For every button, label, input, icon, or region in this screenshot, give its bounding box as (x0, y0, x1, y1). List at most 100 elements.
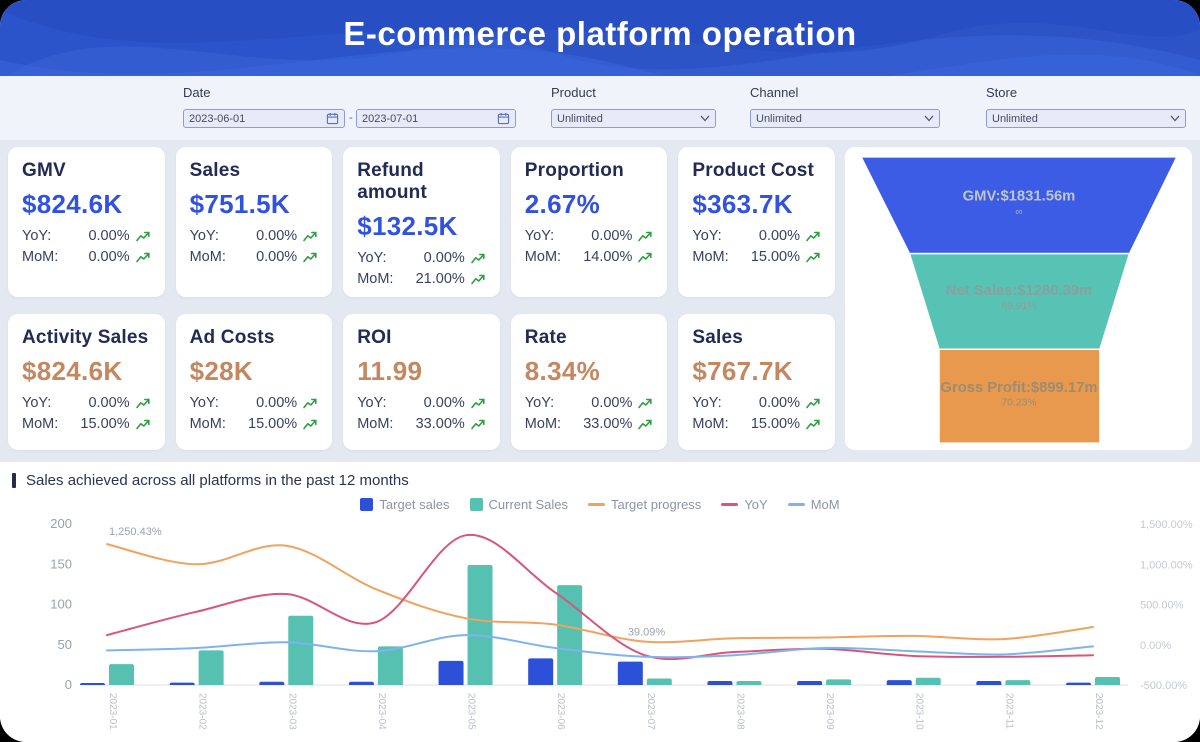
bar-target-sales-2023-06[interactable] (528, 658, 554, 685)
kpi-mom-label: MoM: (357, 416, 394, 432)
kpi-yoy-label: YoY: (189, 395, 219, 411)
kpi-mom-row: MoM: 0.00% (22, 249, 151, 265)
kpi-card-sales-1: Sales $751.5K YoY: 0.00% MoM: 0.00% (175, 147, 333, 297)
legend-line-marker (721, 503, 739, 506)
date-start-input[interactable]: 2023-06-01 (183, 109, 345, 128)
kpi-yoy-value: 0.00% (591, 395, 633, 411)
legend-item-yoy[interactable]: YoY (721, 497, 768, 512)
kpi-yoy-label: YoY: (692, 395, 722, 411)
legend-item-target-sales[interactable]: Target sales (360, 497, 450, 512)
funnel-stage-gmv[interactable] (859, 156, 1179, 255)
kpi-card-value: $767.7K (692, 356, 793, 386)
line-target-progress[interactable] (106, 543, 1094, 644)
kpi-mom-value: 21.00% (415, 271, 465, 287)
kpi-mom-row: MoM: 15.00% (22, 416, 151, 432)
legend-item-current-sales[interactable]: Current Sales (469, 497, 568, 512)
channel-select[interactable]: Unlimited (750, 109, 940, 128)
bar-current-sales-2023-05[interactable] (467, 565, 493, 685)
bar-current-sales-2023-11[interactable] (1005, 680, 1031, 685)
x-axis-label-2023-06: 2023-06 (555, 693, 566, 730)
kpi-yoy-row: YoY: 0.00% (692, 228, 821, 244)
chevron-down-icon (1170, 115, 1180, 122)
bar-target-sales-2023-01[interactable] (80, 683, 105, 685)
section-title-marker (12, 473, 16, 488)
bar-target-sales-2023-03[interactable] (259, 681, 285, 685)
trend-up-icon (806, 231, 820, 241)
channel-select-value: Unlimited (756, 112, 802, 125)
chart-section-header: Sales achieved across all platforms in t… (0, 462, 1200, 491)
kpi-card-roi-7: ROI 11.99 YoY: 0.00% MoM: 33.00% (343, 314, 500, 450)
bar-target-sales-2023-09[interactable] (797, 680, 823, 685)
y-axis-left-tick: 100 (50, 597, 72, 612)
bar-current-sales-2023-02[interactable] (198, 650, 224, 685)
kpi-yoy-value: 0.00% (256, 228, 298, 244)
kpi-yoy-label: YoY: (189, 228, 219, 244)
kpi-yoy-label: YoY: (22, 228, 52, 244)
bar-current-sales-2023-06[interactable] (557, 585, 583, 685)
bar-current-sales-2023-01[interactable] (109, 664, 134, 685)
chart-annotation: 1,250.43% (109, 526, 162, 538)
funnel-stage-gross-profit[interactable] (938, 348, 1101, 444)
kpi-mom-row: MoM: 15.00% (692, 416, 821, 432)
bar-current-sales-2023-07[interactable] (646, 678, 672, 685)
kpi-card-title: GMV (22, 160, 66, 181)
trend-up-icon (806, 419, 820, 429)
chevron-down-icon (924, 115, 934, 122)
kpi-mom-value: 15.00% (248, 416, 298, 432)
kpi-yoy-value: 0.00% (758, 395, 800, 411)
kpi-yoy-row: YoY: 0.00% (692, 395, 821, 411)
trend-up-icon (303, 231, 317, 241)
legend-item-target-progress[interactable]: Target progress (587, 497, 701, 512)
x-axis-label-2023-12: 2023-12 (1093, 693, 1104, 730)
trend-up-icon (135, 252, 150, 262)
kpi-card-proportion-3: Proportion 2.67% YoY: 0.00% MoM: 14.00% (510, 147, 668, 297)
trend-up-icon (638, 252, 652, 262)
legend-line-marker (787, 503, 805, 506)
bar-target-sales-2023-12[interactable] (1066, 682, 1091, 685)
product-select[interactable]: Unlimited (551, 109, 716, 128)
trend-up-icon (135, 231, 150, 241)
legend-square-marker (360, 498, 374, 511)
y-axis-right-tick: -500.00% (1140, 680, 1187, 692)
bar-current-sales-2023-04[interactable] (377, 646, 403, 685)
bar-target-sales-2023-05[interactable] (438, 660, 464, 685)
bar-target-sales-2023-02[interactable] (169, 682, 195, 685)
kpi-mom-value: 0.00% (88, 249, 130, 265)
bar-current-sales-2023-09[interactable] (826, 679, 852, 685)
trend-up-icon (806, 252, 820, 262)
bar-target-sales-2023-07[interactable] (617, 661, 643, 685)
bar-current-sales-2023-08[interactable] (736, 680, 762, 685)
kpi-card-gmv-0: GMV $824.6K YoY: 0.00% MoM: 0.00% (8, 147, 165, 297)
funnel-stage-label: Gross Profit:$899.17m (940, 380, 1097, 396)
kpi-mom-value: 0.00% (256, 249, 298, 265)
x-axis-label-2023-05: 2023-05 (466, 693, 477, 730)
store-select[interactable]: Unlimited (986, 109, 1186, 128)
chart-legend: Target sales Current Sales Target progress… (0, 491, 1200, 512)
kpi-yoy-label: YoY: (22, 395, 52, 411)
kpi-yoy-value: 0.00% (758, 228, 800, 244)
channel-filter-label: Channel (750, 85, 799, 100)
calendar-icon (326, 112, 339, 125)
kpi-mom-label: MoM: (357, 271, 394, 287)
kpi-mom-value: 14.00% (583, 249, 633, 265)
legend-item-mom[interactable]: MoM (787, 497, 840, 512)
line-mom[interactable] (106, 634, 1094, 659)
bar-current-sales-2023-10[interactable] (915, 677, 941, 685)
kpi-mom-row: MoM: 0.00% (190, 249, 319, 265)
bar-current-sales-2023-12[interactable] (1095, 676, 1120, 685)
line-yoy[interactable] (106, 534, 1094, 661)
bar-target-sales-2023-10[interactable] (886, 680, 912, 685)
product-select-value: Unlimited (557, 112, 603, 125)
kpi-yoy-label: YoY: (524, 395, 555, 411)
y-axis-right-tick: 500.00% (1140, 600, 1184, 612)
bar-target-sales-2023-11[interactable] (976, 680, 1002, 685)
kpi-mom-row: MoM: 15.00% (692, 249, 821, 265)
date-end-input[interactable]: 2023-07-01 (356, 109, 516, 128)
bar-target-sales-2023-04[interactable] (348, 681, 374, 685)
kpi-yoy-label: YoY: (524, 228, 555, 244)
kpi-yoy-row: YoY: 0.00% (190, 228, 319, 244)
bar-current-sales-2023-03[interactable] (288, 615, 314, 685)
bar-target-sales-2023-08[interactable] (707, 680, 733, 685)
legend-label: MoM (810, 497, 840, 512)
kpi-card-title: Product Cost (692, 160, 815, 181)
